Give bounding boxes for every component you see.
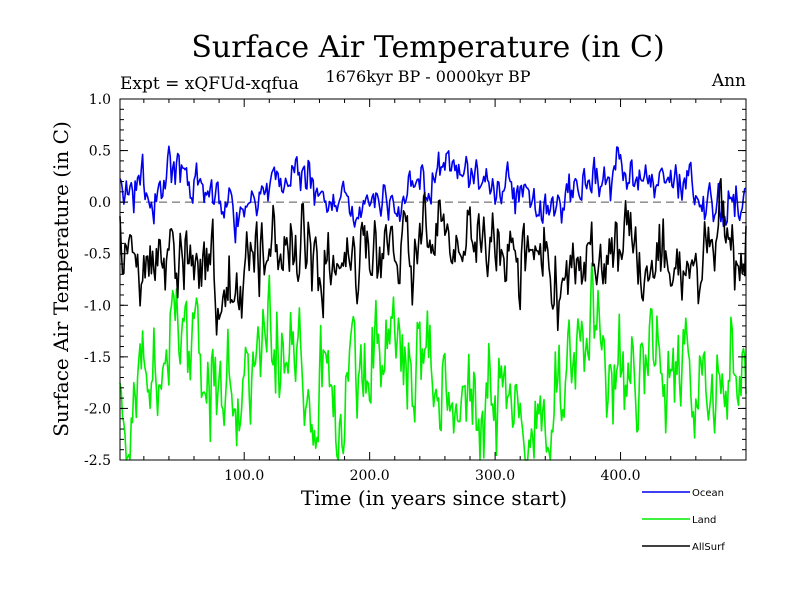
x-tick-label: 300.0 (475, 468, 515, 484)
y-tick-label: -1.0 (84, 298, 111, 314)
y-tick-label: -0.5 (84, 247, 111, 263)
season-label: Ann (711, 71, 746, 91)
y-tick-label: 0.0 (89, 195, 111, 211)
y-tick-label: -2.0 (84, 401, 111, 417)
legend: Ocean Land AllSurf (642, 488, 725, 553)
series-line-land (119, 262, 747, 461)
chart-title: Surface Air Temperature (in C) (191, 30, 664, 65)
x-tick-label: 200.0 (350, 468, 390, 484)
plot-frame (119, 98, 747, 461)
plot-area: -2.5 -2.0 -1.5 -1.0 -0.5 0.0 0.5 1.0 100.0 200.0 3… (84, 92, 747, 484)
y-axis-label: Surface Air Temperature (in C) (49, 121, 73, 437)
legend-label-ocean: Ocean (692, 488, 724, 499)
y-tick-label: -2.5 (84, 453, 111, 469)
series-line-ocean (119, 145, 747, 244)
x-tick-label: 400.0 (601, 468, 641, 484)
legend-label-allsurf: AllSurf (692, 542, 725, 553)
x-axis-label: Time (in years since start) (301, 486, 567, 510)
y-tick-label: 0.5 (89, 144, 111, 160)
legend-label-land: Land (692, 515, 716, 526)
chart-subtitle: 1676kyr BP - 0000kyr BP (326, 67, 531, 86)
y-tick-label: -1.5 (84, 350, 111, 366)
series-line-allsurf (119, 178, 747, 336)
y-tick-label: 1.0 (89, 92, 111, 108)
experiment-label: Expt = xQFUd-xqfua (120, 74, 299, 94)
x-tick-label: 100.0 (224, 468, 264, 484)
